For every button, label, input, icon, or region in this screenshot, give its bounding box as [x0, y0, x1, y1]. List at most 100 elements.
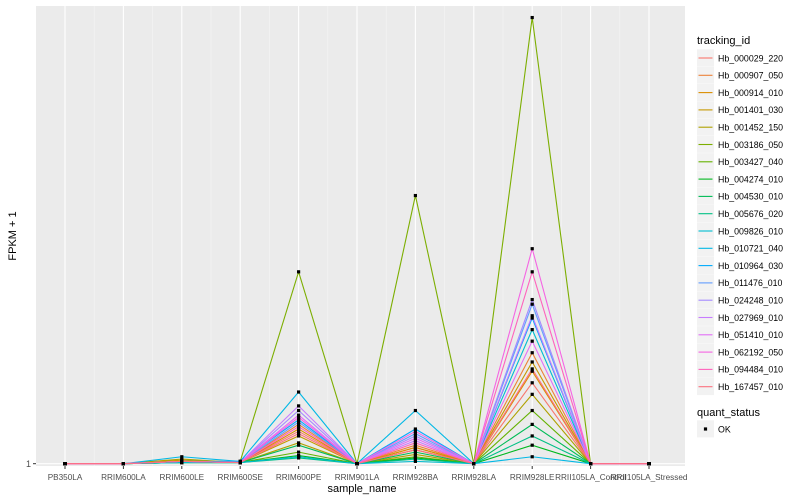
data-point: [413, 429, 417, 433]
data-point: [297, 429, 301, 433]
data-point: [647, 462, 651, 466]
data-point: [530, 455, 534, 459]
data-point: [530, 297, 534, 302]
x-tick-label: RRIM600PE: [276, 473, 322, 482]
legend-label: Hb_005676_020: [718, 209, 783, 219]
legend-label: Hb_062192_050: [718, 347, 783, 357]
legend-label: Hb_003186_050: [718, 140, 783, 150]
x-tick-label: RRII105LA_Control: [555, 473, 626, 482]
data-point: [530, 367, 534, 371]
data-point: [413, 457, 417, 461]
data-point: [530, 360, 534, 364]
data-point: [297, 404, 301, 408]
legend-label: Hb_003427_040: [718, 157, 783, 167]
data-point: [413, 445, 417, 450]
data-point: [297, 450, 301, 454]
data-point: [297, 425, 301, 429]
data-point: [530, 270, 534, 274]
x-tick-label: RRII105LA_Stressed: [611, 473, 688, 482]
shape-legend-title: quant_status: [697, 407, 760, 419]
data-point: [297, 443, 301, 447]
data-point: [413, 432, 417, 436]
plot-panel: [36, 6, 685, 466]
data-points: [63, 15, 651, 466]
data-point: [530, 302, 534, 306]
data-point: [530, 381, 534, 385]
x-axis-label: sample_name: [327, 483, 396, 495]
legend-label: Hb_010721_040: [718, 244, 783, 254]
shape-legend: quant_status OK: [697, 407, 760, 438]
data-point: [297, 413, 301, 417]
data-point: [180, 455, 184, 459]
data-point: [297, 415, 301, 420]
shape-legend-label: OK: [718, 424, 731, 434]
data-point: [530, 314, 534, 318]
data-point: [63, 462, 67, 466]
data-point: [180, 459, 184, 463]
data-point: [413, 408, 417, 413]
legend-label: Hb_000029_220: [718, 53, 783, 63]
data-point: [413, 436, 417, 440]
data-point: [530, 351, 534, 355]
data-point: [413, 452, 417, 457]
y-axis: 1: [26, 459, 36, 469]
data-point: [180, 457, 184, 461]
legend-label: Hb_094484_010: [718, 365, 783, 375]
data-point: [238, 460, 242, 465]
legend-label: Hb_001452_150: [718, 123, 783, 133]
data-point: [530, 369, 534, 373]
data-point: [355, 462, 359, 466]
data-point: [297, 455, 301, 459]
data-point: [413, 450, 417, 454]
x-tick-label: RRIM600LA: [101, 473, 146, 482]
legend-label: Hb_000914_010: [718, 88, 783, 98]
shape-legend-marker: [703, 427, 708, 431]
x-axis: PB350LA RRIM600LA RRIM600LE RRIM600SE RRIM60…: [48, 466, 688, 482]
data-point: [413, 434, 417, 438]
legend-label: Hb_004274_010: [718, 174, 783, 184]
data-point: [530, 392, 534, 396]
legend-title: tracking_id: [697, 35, 750, 47]
data-point: [413, 438, 417, 443]
data-point: [530, 443, 534, 447]
data-point: [297, 434, 301, 438]
data-point: [297, 422, 301, 426]
data-point: [297, 270, 301, 274]
data-point: [589, 462, 593, 466]
legend-label: Hb_024248_010: [718, 296, 783, 306]
data-point: [530, 434, 534, 438]
legend-label: Hb_009826_010: [718, 226, 783, 236]
data-point: [530, 408, 534, 413]
data-point: [297, 441, 301, 445]
data-point: [530, 247, 534, 251]
y-axis-label: FPKM + 1: [7, 211, 19, 260]
data-point: [530, 15, 534, 20]
legend-label: Hb_004530_010: [718, 192, 783, 202]
data-point: [297, 420, 301, 424]
x-tick-label: RRIM928BA: [393, 473, 439, 482]
data-point: [297, 418, 301, 422]
grid-lines: [36, 6, 685, 466]
data-point: [472, 462, 476, 466]
legend: tracking_id Hb_000029_220 Hb_000907_050 Hb…: [697, 35, 783, 396]
data-point: [413, 441, 417, 445]
legend-label: Hb_051410_010: [718, 330, 783, 340]
data-point: [530, 422, 534, 426]
data-point: [413, 193, 417, 198]
data-point: [413, 459, 417, 463]
data-point: [121, 462, 125, 466]
data-point: [413, 448, 417, 452]
data-point: [413, 427, 417, 431]
legend-label: Hb_167457_010: [718, 382, 783, 392]
data-point: [413, 443, 417, 447]
y-tick-label: 1: [26, 459, 31, 469]
data-point: [297, 390, 301, 394]
x-tick-label: RRIM928LA: [451, 473, 496, 482]
legend-label: Hb_011476_010: [718, 278, 783, 288]
x-tick-label: RRIM600LE: [159, 473, 204, 482]
legend-label: Hb_027969_010: [718, 313, 783, 323]
x-tick-label: PB350LA: [48, 473, 83, 482]
data-point: [530, 316, 534, 320]
x-tick-label: RRIM928LE: [510, 473, 555, 482]
